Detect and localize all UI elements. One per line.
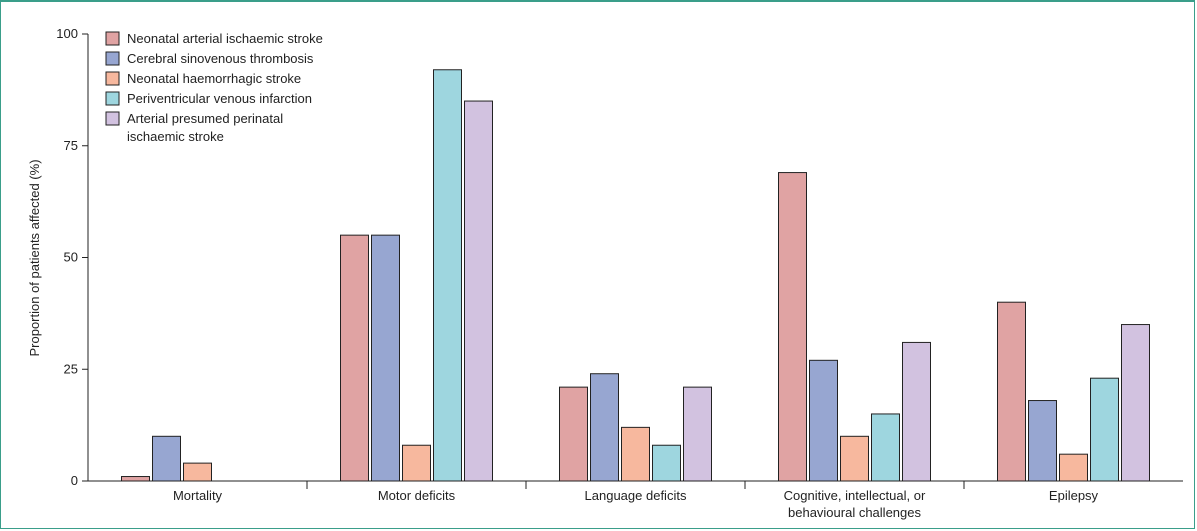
- bar: [902, 341, 931, 482]
- legend-swatch: [105, 111, 120, 126]
- bar: [464, 100, 493, 482]
- bar: [621, 426, 650, 482]
- legend-swatch: [105, 31, 120, 46]
- bar: [340, 234, 369, 482]
- bar: [590, 373, 619, 482]
- bar: [371, 234, 400, 482]
- legend-swatch: [105, 71, 120, 86]
- bar: [1028, 400, 1057, 482]
- bar: [1121, 324, 1150, 482]
- bar: [683, 386, 712, 482]
- x-category-label: Motor deficits: [378, 488, 456, 503]
- bar: [652, 444, 681, 482]
- bar: [840, 435, 869, 482]
- y-tick-label: 75: [64, 138, 78, 153]
- bar: [152, 435, 181, 482]
- bar: [997, 301, 1026, 482]
- y-tick-label: 100: [56, 26, 78, 41]
- bar: [1059, 453, 1088, 482]
- y-tick-label: 0: [71, 473, 78, 488]
- legend-label: Arterial presumed perinatal ischaemic str…: [127, 111, 283, 144]
- legend-swatch: [105, 51, 120, 66]
- legend-swatch: [105, 91, 120, 106]
- legend-label: Neonatal haemorrhagic stroke: [127, 71, 301, 86]
- y-tick-label: 50: [64, 250, 78, 265]
- bar: [183, 462, 212, 482]
- x-category-label: Epilepsy: [1049, 488, 1099, 503]
- legend-label: Periventricular venous infarction: [127, 91, 312, 106]
- bar: [809, 359, 838, 482]
- bar: [433, 69, 462, 482]
- bar: [778, 172, 807, 482]
- legend-label: Cerebral sinovenous thrombosis: [127, 51, 314, 66]
- x-category-label: Language deficits: [585, 488, 687, 503]
- y-tick-label: 25: [64, 361, 78, 376]
- bar: [871, 413, 900, 482]
- legend-label: Neonatal arterial ischaemic stroke: [127, 31, 323, 46]
- bar: [559, 386, 588, 482]
- bar: [1090, 377, 1119, 482]
- x-category-label: Cognitive, intellectual, or behavioural c…: [784, 488, 926, 520]
- x-category-label: Mortality: [173, 488, 223, 503]
- bar: [402, 444, 431, 482]
- y-axis-title: Proportion of patients affected (%): [27, 159, 42, 356]
- bar: [121, 476, 150, 482]
